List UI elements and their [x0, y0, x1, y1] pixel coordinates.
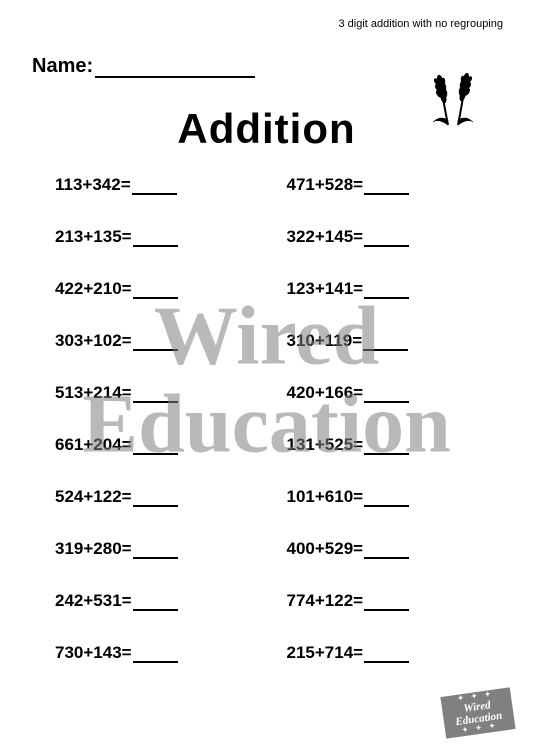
problem-text: 471+528= [287, 175, 364, 195]
answer-blank[interactable] [364, 389, 409, 403]
problem-text: 113+342= [55, 175, 131, 195]
answer-blank[interactable] [133, 285, 178, 299]
answer-blank[interactable] [133, 441, 178, 455]
problem-text: 730+143= [55, 643, 132, 663]
problem-text: 310+119= [287, 331, 363, 351]
problem: 215+714= [287, 643, 479, 663]
problem-text: 319+280= [55, 539, 132, 559]
logo-badge: ✦ ✦ ✦ Wired Education ✦ ✦ ✦ [440, 687, 515, 738]
problem: 661+204= [55, 435, 247, 455]
problem-text: 400+529= [287, 539, 364, 559]
answer-blank[interactable] [133, 337, 178, 351]
answer-blank[interactable] [133, 545, 178, 559]
problem: 422+210= [55, 279, 247, 299]
answer-blank[interactable] [363, 337, 408, 351]
problem: 513+214= [55, 383, 247, 403]
name-label: Name: [32, 55, 93, 78]
answer-blank[interactable] [132, 181, 177, 195]
problem: 774+122= [287, 591, 479, 611]
problem-text: 213+135= [55, 227, 132, 247]
answer-blank[interactable] [133, 389, 178, 403]
problem: 131+525= [287, 435, 479, 455]
problem: 400+529= [287, 539, 479, 559]
problem: 730+143= [55, 643, 247, 663]
problem-text: 215+714= [287, 643, 364, 663]
problem: 471+528= [287, 175, 479, 195]
page-title: Addition [0, 105, 533, 153]
problem: 310+119= [287, 331, 479, 351]
problem-text: 524+122= [55, 487, 132, 507]
problems-grid: 113+342= 471+528= 213+135= 322+145= 422+210=… [55, 175, 478, 663]
problem-text: 420+166= [287, 383, 364, 403]
problem-text: 101+610= [287, 487, 364, 507]
problem: 213+135= [55, 227, 247, 247]
answer-blank[interactable] [364, 441, 409, 455]
answer-blank[interactable] [364, 545, 409, 559]
name-field-row: Name: [32, 55, 255, 78]
problem-text: 131+525= [287, 435, 364, 455]
answer-blank[interactable] [133, 493, 178, 507]
answer-blank[interactable] [364, 285, 409, 299]
answer-blank[interactable] [364, 597, 409, 611]
problem-text: 774+122= [287, 591, 364, 611]
problem-text: 661+204= [55, 435, 132, 455]
problem: 101+610= [287, 487, 479, 507]
answer-blank[interactable] [364, 181, 409, 195]
problem: 123+141= [287, 279, 479, 299]
problem-text: 303+102= [55, 331, 132, 351]
problem: 113+342= [55, 175, 247, 195]
problem: 322+145= [287, 227, 479, 247]
problem: 524+122= [55, 487, 247, 507]
problem: 319+280= [55, 539, 247, 559]
problem-text: 422+210= [55, 279, 132, 299]
answer-blank[interactable] [364, 649, 409, 663]
answer-blank[interactable] [364, 493, 409, 507]
problem: 420+166= [287, 383, 479, 403]
problem: 242+531= [55, 591, 247, 611]
problem-text: 242+531= [55, 591, 132, 611]
problem-text: 322+145= [287, 227, 364, 247]
problem-text: 513+214= [55, 383, 132, 403]
answer-blank[interactable] [364, 233, 409, 247]
answer-blank[interactable] [133, 233, 178, 247]
problem: 303+102= [55, 331, 247, 351]
problem-text: 123+141= [287, 279, 364, 299]
answer-blank[interactable] [133, 597, 178, 611]
header-note: 3 digit addition with no regrouping [338, 18, 503, 30]
name-blank-line[interactable] [95, 60, 255, 78]
answer-blank[interactable] [133, 649, 178, 663]
